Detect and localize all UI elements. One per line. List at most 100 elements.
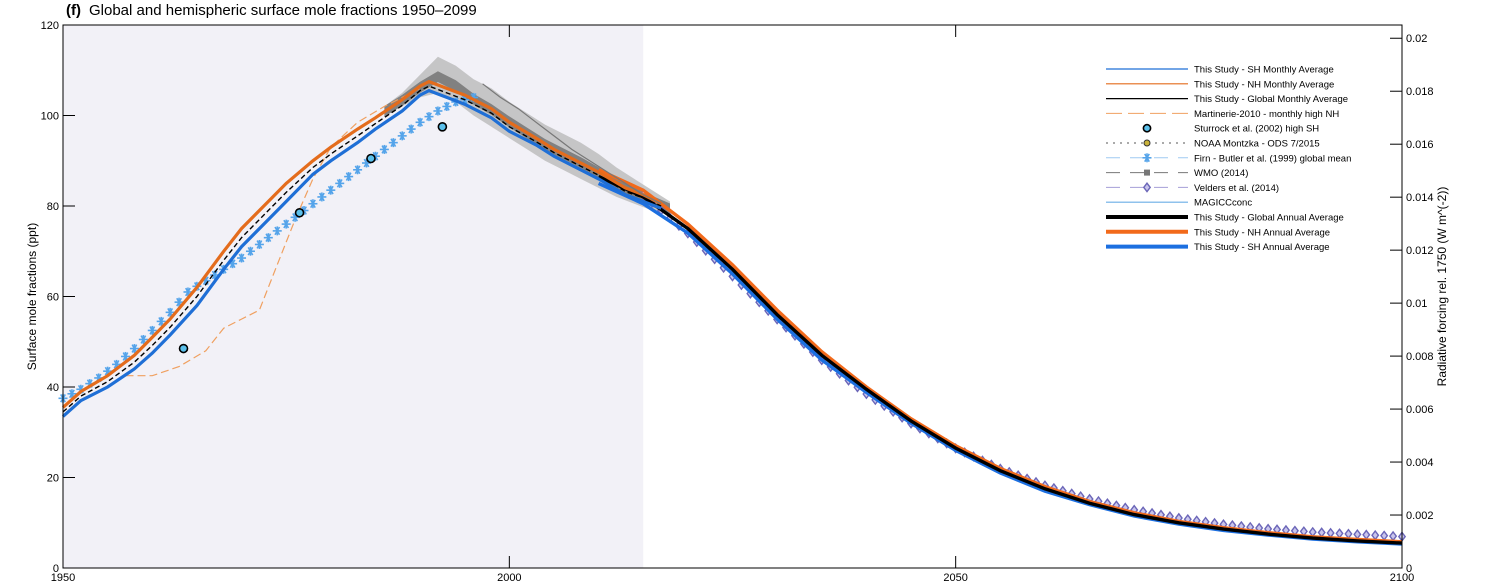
x-tick-label: 2000: [497, 572, 521, 584]
series-point: [138, 334, 148, 344]
series-point: [366, 153, 376, 164]
series-line-wmo-2014: [482, 83, 662, 205]
y-tick-label: 120: [41, 20, 59, 32]
series-line-this-study-global-annual-average: [597, 175, 1403, 545]
series-point: [254, 239, 264, 249]
series-line-this-study-nh-annual-average: [597, 168, 1403, 544]
series-point: [294, 207, 305, 218]
series-point: [344, 172, 354, 182]
legend-label: Velders et al. (2014): [1194, 183, 1279, 194]
y-tick-label: 40: [47, 382, 59, 394]
x-tick-label: 2050: [943, 572, 967, 584]
series-line-martinerie-2010-monthly-high-nh: [125, 87, 421, 377]
legend-label: WMO (2014): [1194, 168, 1248, 179]
series-point: [379, 144, 389, 154]
series-point: [120, 351, 130, 361]
series-point: [165, 307, 175, 317]
historical-shaded-region: [63, 25, 644, 568]
legend-item: WMO (2014): [1106, 168, 1248, 179]
series-point: [433, 106, 443, 116]
series-point: [1344, 528, 1353, 540]
y-right-tick-label: 0.004: [1406, 457, 1434, 469]
y-right-tick-label: 0.006: [1406, 404, 1434, 416]
legend-marker: [1142, 182, 1152, 193]
legend-label: This Study - NH Annual Average: [1194, 227, 1330, 238]
y-tick-label: 20: [47, 473, 59, 485]
chart-title: (f) Global and hemispheric surface mole f…: [66, 2, 477, 19]
legend-item: Sturrock et al. (2002) high SH: [1142, 123, 1319, 135]
series-point: [1362, 529, 1371, 541]
series-point: [129, 344, 139, 354]
y-right-tick-label: 0.008: [1406, 351, 1434, 363]
series-point: [263, 233, 273, 243]
series-line-this-study-global-monthly-average: [62, 85, 662, 413]
series-point: [308, 199, 318, 209]
x-tick-label: 2100: [1390, 572, 1414, 584]
legend-item: This Study - SH Monthly Average: [1106, 65, 1334, 76]
legend-item: This Study - NH Annual Average: [1106, 227, 1330, 238]
series-point: [388, 138, 398, 148]
y-right-tick-label: 0.002: [1406, 510, 1434, 522]
series-point: [335, 178, 345, 188]
legend-label: Sturrock et al. (2002) high SH: [1194, 124, 1319, 135]
legend-label: Firn - Butler et al. (1999) global mean: [1194, 153, 1351, 164]
y-tick-label: 100: [41, 111, 59, 123]
series-point: [397, 131, 407, 141]
series-point: [1353, 528, 1362, 540]
legend-item: Firn - Butler et al. (1999) global mean: [1106, 153, 1351, 164]
series-point: [1380, 530, 1389, 542]
legend-marker: [1143, 139, 1151, 147]
legend-swatch: [1142, 123, 1152, 133]
series-point: [424, 112, 434, 122]
series-point: [281, 219, 291, 229]
series-sturrock-et-al-2002-high-sh: [178, 122, 448, 354]
y-right-tick-label: 0: [1406, 563, 1412, 575]
y-right-tick-label: 0.014: [1406, 192, 1434, 204]
y-tick-label: 0: [53, 563, 59, 575]
y-right-tick-label: 0.02: [1406, 33, 1427, 45]
series-line-this-study-nh-monthly-average: [61, 79, 662, 409]
series-point: [272, 226, 282, 236]
series-point: [1317, 527, 1326, 538]
x-tick-label: 1950: [51, 572, 75, 584]
legend-label: This Study - Global Monthly Average: [1194, 94, 1348, 105]
legend-marker: [1142, 153, 1152, 163]
legend-label: NOAA Montzka - ODS 7/2015: [1194, 139, 1320, 150]
series-point: [317, 192, 327, 202]
series-point: [245, 246, 255, 256]
series-point: [156, 316, 166, 326]
legend-marker: [1144, 169, 1150, 176]
series-point: [326, 185, 336, 195]
legend-label: This Study - SH Monthly Average: [1194, 65, 1334, 76]
series-firn-butler-et-al-1999-global-mean: [58, 92, 479, 403]
series-point: [353, 165, 363, 175]
series-point: [1388, 530, 1398, 542]
y-tick-label: 60: [47, 292, 59, 304]
series-line-this-study-sh-monthly-average: [61, 88, 662, 418]
series-point: [1335, 528, 1344, 539]
y-axis-label: Surface mole fractions (ppt): [25, 223, 39, 370]
series-point: [415, 117, 425, 127]
y-right-tick-label: 0.01: [1406, 298, 1427, 310]
chart-title-text: Global and hemispheric surface mole frac…: [89, 2, 477, 19]
series-point: [1326, 527, 1335, 539]
legend-item: Martinerie-2010 - monthly high NH: [1106, 109, 1339, 120]
series-point: [1371, 529, 1380, 541]
legend-item: This Study - Global Monthly Average: [1106, 94, 1348, 105]
legend-item: This Study - NH Monthly Average: [1106, 79, 1334, 90]
y-right-tick-label: 0.012: [1406, 245, 1434, 257]
y-right-axis-label: Radiative forcing rel. 1750 (W m^(-2)): [1435, 187, 1449, 387]
legend-item: MAGICCconc: [1106, 198, 1252, 209]
y-tick-label: 80: [47, 201, 59, 213]
y-right-tick-label: 0.016: [1406, 139, 1434, 151]
y-right-tick-label: 0.018: [1406, 86, 1434, 98]
series-point: [406, 124, 416, 134]
series-point: [237, 253, 247, 263]
series-point: [437, 122, 448, 132]
legend-label: This Study - SH Annual Average: [1194, 242, 1330, 253]
legend-label: This Study - Global Annual Average: [1194, 213, 1344, 224]
legend-item: NOAA Montzka - ODS 7/2015: [1106, 139, 1320, 150]
legend-item: Velders et al. (2014): [1106, 182, 1279, 194]
legend-label: MAGICCconc: [1194, 198, 1252, 209]
